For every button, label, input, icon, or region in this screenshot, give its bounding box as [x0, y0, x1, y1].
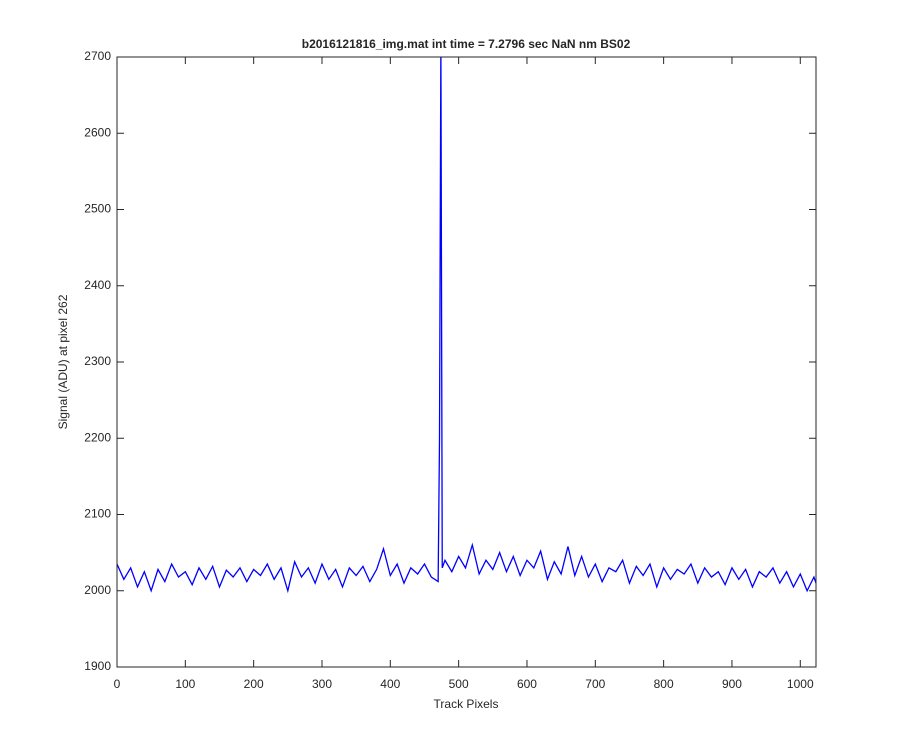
- x-tick-label: 700: [585, 677, 605, 691]
- x-tick-label: 0: [114, 677, 121, 691]
- chart-title: b2016121816_img.mat int time = 7.2796 se…: [302, 37, 631, 51]
- x-tick-label: 900: [722, 677, 742, 691]
- y-tick-label: 2500: [84, 202, 111, 216]
- y-tick-label: 2000: [84, 583, 111, 597]
- y-tick-label: 2200: [84, 430, 111, 444]
- x-tick-label: 300: [312, 677, 332, 691]
- x-tick-label: 400: [380, 677, 400, 691]
- x-tick-label: 1000: [787, 677, 814, 691]
- x-tick-label: 600: [517, 677, 537, 691]
- y-tick-label: 1900: [84, 659, 111, 673]
- y-tick-label: 2400: [84, 278, 111, 292]
- y-tick-label: 2700: [84, 49, 111, 63]
- y-axis-label: Signal (ADU) at pixel 262: [56, 294, 70, 429]
- x-tick-label: 100: [175, 677, 195, 691]
- axes-box: [116, 56, 817, 668]
- y-tick-label: 2600: [84, 125, 111, 139]
- y-tick-label: 2300: [84, 354, 111, 368]
- x-tick-label: 800: [654, 677, 674, 691]
- x-tick-label: 200: [244, 677, 264, 691]
- y-tick-label: 2100: [84, 507, 111, 521]
- x-tick-label: 500: [449, 677, 469, 691]
- x-axis-label: Track Pixels: [434, 697, 499, 711]
- data-line: [117, 57, 816, 594]
